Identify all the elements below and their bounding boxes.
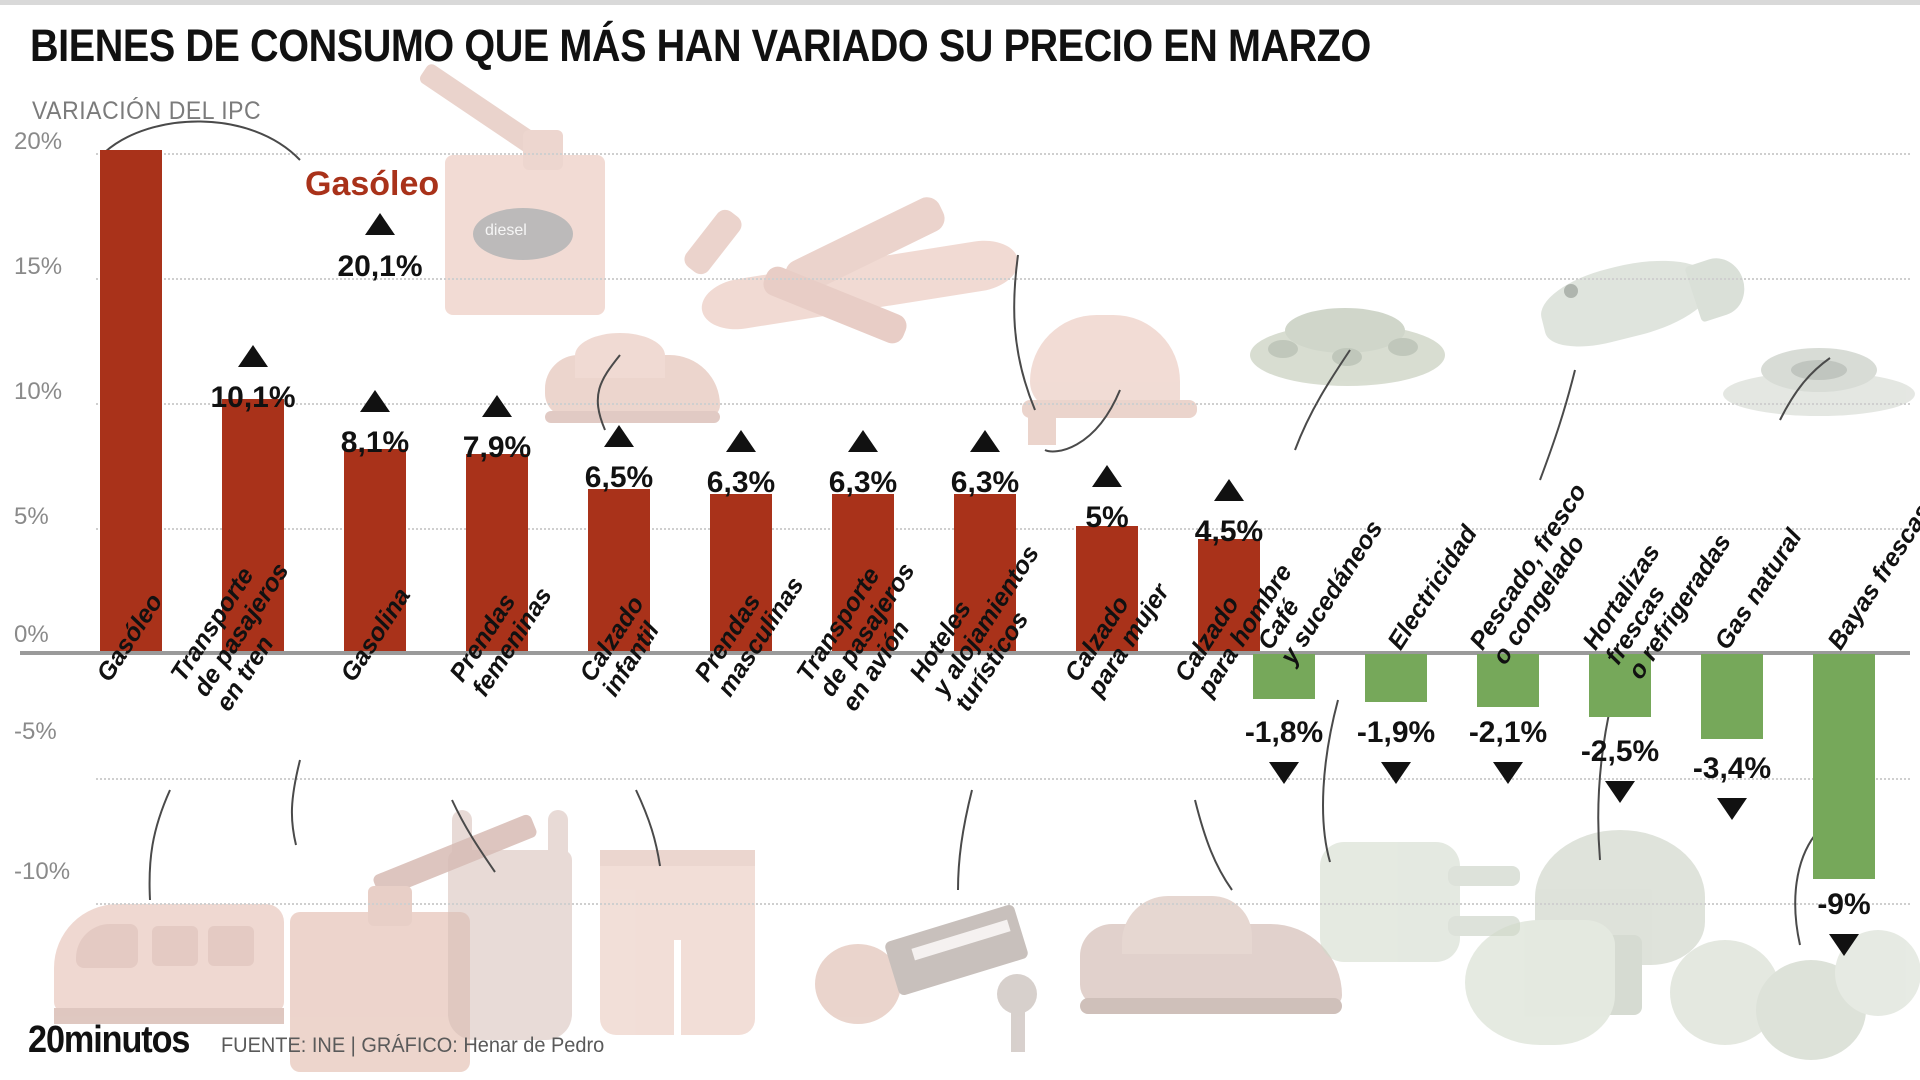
- category-label-prendas-femeninas: Prendas femeninas: [444, 582, 558, 702]
- brand-logo-number: 20: [28, 1019, 65, 1061]
- value-label-hortalizas: -2,5%: [1580, 735, 1660, 768]
- bar-transporte-tren[interactable]: [222, 399, 284, 651]
- value-label-calzado-mujer: 5%: [1085, 501, 1129, 534]
- category-label-prendas-masculinas: Prendas masculinas: [689, 571, 810, 702]
- value-label-bayas-frescas: -9%: [1817, 888, 1871, 921]
- category-label-bayas-frescas: Bayas frescas: [1822, 498, 1920, 655]
- coffee-beans-icon: [1240, 300, 1455, 400]
- value-label-cafe: -1,8%: [1244, 716, 1324, 749]
- womens-heel-shoe-icon: [1010, 305, 1210, 445]
- bar-prendas-masculinas[interactable]: [710, 494, 772, 651]
- bar-pescado[interactable]: [1477, 654, 1539, 707]
- category-label-transporte-tren: Transporte de pasajeros en tren: [165, 557, 295, 717]
- up-triangle-icon: [848, 430, 878, 452]
- down-triangle-icon: [1493, 762, 1523, 784]
- berries-icon: [1660, 900, 1920, 1070]
- up-triangle-icon: [238, 345, 268, 367]
- gridline-10: [96, 403, 1910, 405]
- jerrycan-diesel-icon: diesel: [405, 61, 615, 330]
- y-tick-5: 5%: [14, 503, 49, 530]
- down-triangle-icon: [1829, 934, 1859, 956]
- bar-hortalizas[interactable]: [1589, 654, 1651, 717]
- y-tick-10: 10%: [14, 378, 63, 405]
- bar-bayas-frescas[interactable]: [1813, 654, 1875, 879]
- up-triangle-icon: [1092, 465, 1122, 487]
- up-triangle-icon: [365, 213, 395, 235]
- bar-calzado-mujer[interactable]: [1076, 526, 1138, 651]
- zero-baseline: [20, 651, 1910, 655]
- up-triangle-icon: [726, 430, 756, 452]
- top-rule: [0, 0, 1920, 5]
- childrens-shoe-icon: [545, 315, 725, 430]
- bar-calzado-hombre[interactable]: [1198, 539, 1260, 651]
- y-tick-0: 0%: [14, 621, 49, 648]
- bar-transporte-avion[interactable]: [832, 494, 894, 651]
- bar-cafe[interactable]: [1253, 654, 1315, 699]
- vegetables-broccoli-icon: [1465, 830, 1715, 1045]
- electric-plug-icon: [1320, 820, 1520, 970]
- source-credit: FUENTE: INE | GRÁFICO: Henar de Pedro: [221, 1034, 605, 1057]
- chart-subtitle: VARIACIÓN DEL IPC: [32, 97, 262, 125]
- up-triangle-icon: [604, 425, 634, 447]
- value-label-pescado: -2,1%: [1468, 716, 1548, 749]
- womens-top-icon: [430, 810, 590, 1050]
- down-triangle-icon: [1717, 798, 1747, 820]
- y-tick-minus10: -10%: [14, 858, 71, 885]
- up-triangle-icon: [1214, 479, 1244, 501]
- airplane-icon: [660, 192, 1022, 370]
- gridline-15: [96, 278, 1910, 280]
- value-label-transporte-avion: 6,3%: [828, 466, 898, 499]
- gas-burner-icon: [1715, 330, 1920, 425]
- brand-logo[interactable]: 20minutos: [28, 1019, 191, 1062]
- down-triangle-icon: [1605, 781, 1635, 803]
- down-triangle-icon: [1269, 762, 1299, 784]
- bar-gasolina[interactable]: [344, 449, 406, 651]
- hotel-keys-icon: [815, 900, 1065, 1055]
- up-triangle-icon: [970, 430, 1000, 452]
- value-label-calzado-infantil: 6,5%: [584, 461, 654, 494]
- page-title: BIENES DE CONSUMO QUE MÁS HAN VARIADO SU…: [30, 20, 1371, 71]
- gridline-minus5: [96, 778, 1910, 780]
- down-triangle-icon: [1381, 762, 1411, 784]
- gridline-minus10: [96, 903, 1910, 905]
- value-label-prendas-masculinas: 6,3%: [706, 466, 776, 499]
- bar-prendas-femeninas[interactable]: [466, 454, 528, 651]
- up-triangle-icon: [360, 390, 390, 412]
- bar-gasoleo[interactable]: [100, 150, 162, 651]
- bar-hoteles[interactable]: [954, 494, 1016, 651]
- mens-shorts-icon: [600, 850, 755, 1045]
- bar-electricidad[interactable]: [1365, 654, 1427, 702]
- y-tick-minus5: -5%: [14, 718, 57, 745]
- up-triangle-icon: [482, 395, 512, 417]
- y-tick-15: 15%: [14, 253, 63, 280]
- value-label-transporte-tren: 10,1%: [210, 381, 296, 414]
- bar-gas-natural[interactable]: [1701, 654, 1763, 739]
- callout-gasoleo: Gasóleo: [305, 165, 440, 203]
- value-label-calzado-hombre: 4,5%: [1194, 515, 1264, 548]
- bar-calzado-infantil[interactable]: [588, 489, 650, 651]
- value-label-electricidad: -1,9%: [1356, 716, 1436, 749]
- gridline-20: [96, 153, 1910, 155]
- fish-icon: [1520, 240, 1752, 370]
- category-label-transporte-avion: Transporte de pasajeros en avión: [791, 557, 921, 717]
- brand-logo-word: minutos: [63, 1019, 191, 1061]
- y-tick-20: 20%: [14, 128, 63, 155]
- value-label-prendas-femeninas: 7,9%: [462, 431, 532, 464]
- footer: 20minutos FUENTE: INE | GRÁFICO: Henar d…: [28, 1019, 625, 1062]
- value-label-gasoleo: 20,1%: [337, 250, 423, 283]
- value-label-gas-natural: -3,4%: [1692, 752, 1772, 785]
- category-label-hoteles: Hoteles y alojamientos turísticos: [904, 540, 1045, 717]
- value-label-hoteles: 6,3%: [950, 466, 1020, 499]
- value-label-gasolina: 8,1%: [340, 426, 410, 459]
